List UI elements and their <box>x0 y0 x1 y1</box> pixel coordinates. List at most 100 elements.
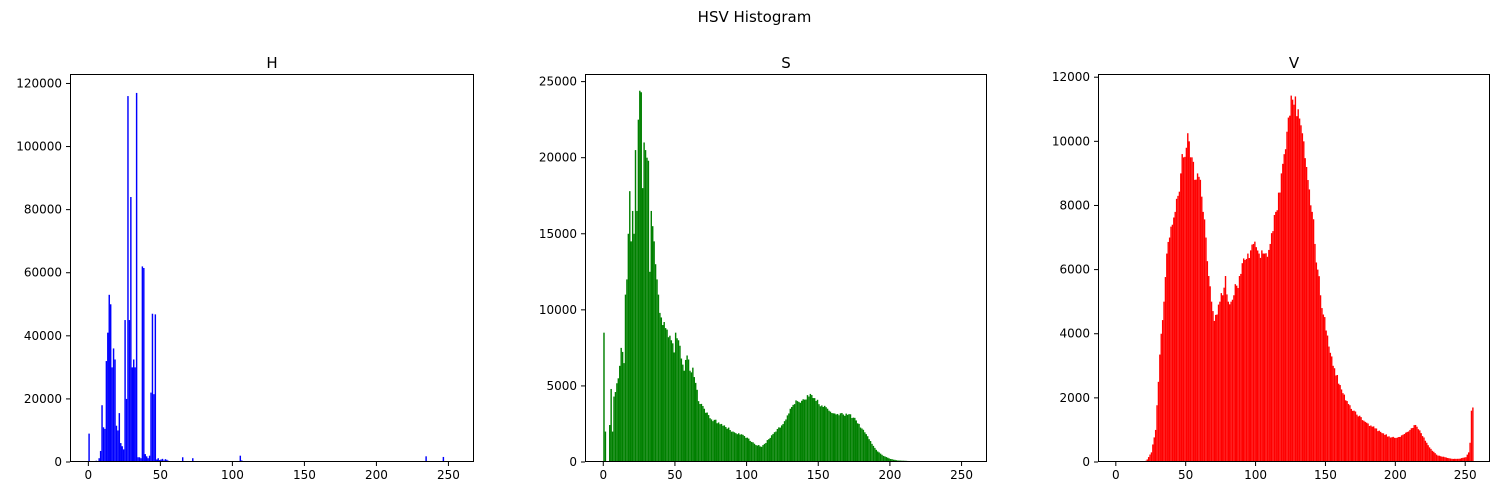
bar <box>442 456 445 462</box>
bar <box>1423 437 1425 462</box>
bar <box>848 414 850 462</box>
bar <box>697 401 700 462</box>
y-tick-label: 0 <box>54 455 62 469</box>
bar <box>425 456 427 462</box>
bar <box>1339 385 1341 462</box>
bar <box>1297 109 1299 462</box>
bar <box>1168 237 1171 462</box>
bar <box>134 367 136 462</box>
bar <box>679 345 681 462</box>
bar <box>696 389 698 462</box>
bar <box>881 454 883 462</box>
bar <box>866 436 869 462</box>
bar <box>841 412 843 462</box>
bar <box>729 430 731 462</box>
bar <box>775 431 777 462</box>
bar <box>1451 458 1453 462</box>
bar <box>796 401 799 462</box>
bar <box>1284 149 1287 462</box>
bar <box>687 359 690 462</box>
bar <box>1247 253 1249 462</box>
bar <box>1378 430 1380 462</box>
bar <box>1283 154 1285 463</box>
bar <box>673 352 675 462</box>
bar <box>1403 433 1406 462</box>
bar <box>826 408 829 462</box>
bar <box>786 415 789 462</box>
bar <box>795 400 797 462</box>
bar <box>1461 458 1463 462</box>
bar <box>1192 161 1195 462</box>
bar <box>798 401 800 462</box>
bar <box>88 433 90 462</box>
bar <box>1220 293 1223 462</box>
bar <box>1335 375 1337 462</box>
bar <box>659 312 661 462</box>
bar <box>719 424 721 462</box>
bar <box>1458 458 1460 462</box>
bar <box>1447 457 1449 462</box>
bar <box>1319 295 1322 462</box>
bar <box>1248 258 1250 462</box>
bar <box>1437 455 1439 462</box>
bar <box>1386 436 1389 462</box>
x-tick-label: 250 <box>437 468 460 482</box>
bar <box>616 383 618 462</box>
bar <box>889 458 892 462</box>
bar <box>732 431 734 462</box>
bar <box>878 452 880 462</box>
bar <box>1159 354 1161 462</box>
bar <box>872 445 875 462</box>
bar <box>759 446 761 462</box>
bar <box>756 445 759 462</box>
bar <box>879 453 882 462</box>
bar <box>1455 458 1457 462</box>
bar <box>1321 308 1323 462</box>
bar <box>1452 458 1455 462</box>
bar <box>1393 437 1396 462</box>
y-tick-label: 80000 <box>24 203 62 217</box>
y-tick-label: 8000 <box>1059 198 1090 212</box>
bar <box>604 431 607 462</box>
bar <box>1374 428 1376 462</box>
bar <box>145 456 148 462</box>
bar <box>108 294 110 462</box>
bar <box>806 395 809 462</box>
bar <box>1352 410 1354 462</box>
bar <box>621 351 624 462</box>
bar <box>1310 205 1312 463</box>
bar <box>1223 287 1225 462</box>
bar <box>181 457 184 462</box>
bars-v <box>1145 95 1474 463</box>
y-tick-label: 100000 <box>16 140 62 154</box>
bar <box>1258 253 1260 462</box>
bar <box>828 410 830 462</box>
bar <box>700 403 703 462</box>
bar <box>742 434 744 462</box>
x-tick-label: 0 <box>599 468 607 482</box>
bar <box>737 433 740 462</box>
bar <box>710 419 713 462</box>
bar <box>644 150 647 462</box>
bar <box>1242 258 1245 462</box>
bar <box>1245 258 1248 462</box>
bar <box>1331 356 1333 462</box>
bar <box>1398 437 1400 462</box>
bar <box>888 458 890 462</box>
bar <box>793 404 796 462</box>
bar <box>1301 133 1304 462</box>
bar <box>1305 166 1308 462</box>
axes-frame-s <box>585 74 987 462</box>
bar <box>1343 394 1346 462</box>
bar <box>865 434 867 462</box>
bar <box>663 322 665 462</box>
bar <box>1363 420 1365 462</box>
bar <box>120 443 122 462</box>
bar <box>1442 456 1445 462</box>
bar <box>1317 269 1319 462</box>
y-tick-label: 25000 <box>539 75 577 89</box>
bar <box>1360 417 1362 462</box>
bar <box>657 294 660 462</box>
bar <box>664 328 667 462</box>
bar <box>656 279 658 462</box>
